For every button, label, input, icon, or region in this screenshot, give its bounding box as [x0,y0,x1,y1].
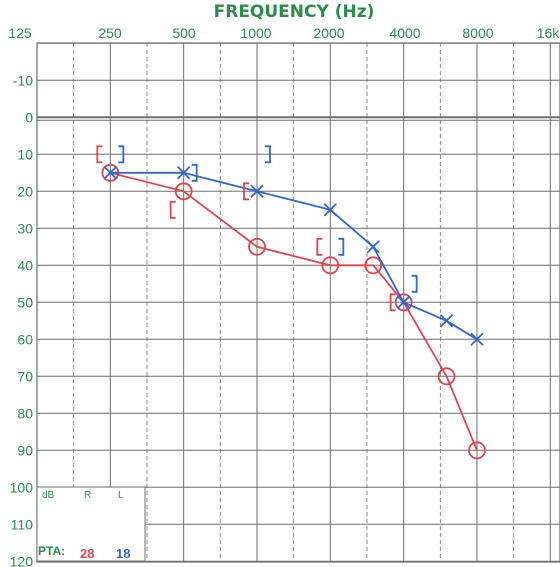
legend-header-right: R [84,490,91,501]
data-point-right [321,256,340,275]
y-tick-label: 100 [10,479,34,495]
y-tick-label: 60 [17,331,33,347]
bone-marker-left [411,274,418,293]
x-axis-ticks: 125 250 500 1000 2000 4000 8000 16k [8,25,560,41]
legend-header-left: L [118,490,124,501]
data-point-right [174,182,193,201]
y-tick-label: 40 [17,257,33,273]
y-tick-label: 70 [17,368,33,384]
y-tick-label: 90 [17,442,33,458]
bone-marker-right [96,145,103,164]
y-tick-label: 20 [17,183,33,199]
data-point-right [394,293,413,312]
bone-conduction-markers [96,145,418,312]
data-point-left [470,332,484,346]
y-tick-label: 30 [17,220,33,236]
legend-frame [36,486,146,562]
x-tick-label: 16k [537,25,560,41]
x-tick-label: 2000 [313,25,344,41]
y-axis-ticks: -10 0 10 20 30 40 50 60 70 80 90 100 110 120 [10,72,34,567]
data-point-right [437,367,456,386]
y-tick-label: 50 [17,294,33,310]
bone-marker-left [338,237,345,256]
bone-marker-left [118,145,125,164]
series-line-R [110,171,478,451]
bone-marker-right [316,237,323,256]
data-point-right [364,256,383,275]
x-tick-label: 250 [98,25,122,41]
data-point-left [439,314,454,328]
x-tick-label: 1000 [240,25,271,41]
pta-left-value: 18 [116,546,130,561]
data-point-right [248,237,266,256]
pta-right-value: 28 [80,546,94,561]
x-tick-label: 500 [172,25,196,41]
bone-marker-left [264,145,271,164]
legend-box: dB R L PTA: 28 18 [36,486,146,562]
x-tick-label: 8000 [462,25,493,41]
x-tick-label: 125 [8,25,32,41]
legend-header-db: dB [42,490,55,501]
x-tick-label: 4000 [389,25,420,41]
bone-marker-right [389,293,396,312]
data-point-left [323,203,337,217]
y-tick-label: 110 [11,516,34,532]
data-point-left [177,166,191,180]
data-point-left [366,240,380,254]
y-tick-label: 0 [25,109,33,125]
data-point-left [250,184,264,198]
bone-marker-right [243,182,249,201]
data-point-left [103,166,117,180]
bone-marker-right [169,200,176,219]
data-point-right [468,441,486,460]
chart-title: FREQUENCY (Hz) [214,2,375,22]
data-point-left [397,295,411,309]
y-tick-label: 120 [10,553,34,567]
y-tick-label: -10 [13,72,33,88]
y-tick-label: 10 [17,146,33,162]
grid [36,42,560,563]
y-tick-label: 80 [17,405,33,421]
pta-label: PTA: [38,544,65,558]
bone-marker-left [191,163,198,182]
